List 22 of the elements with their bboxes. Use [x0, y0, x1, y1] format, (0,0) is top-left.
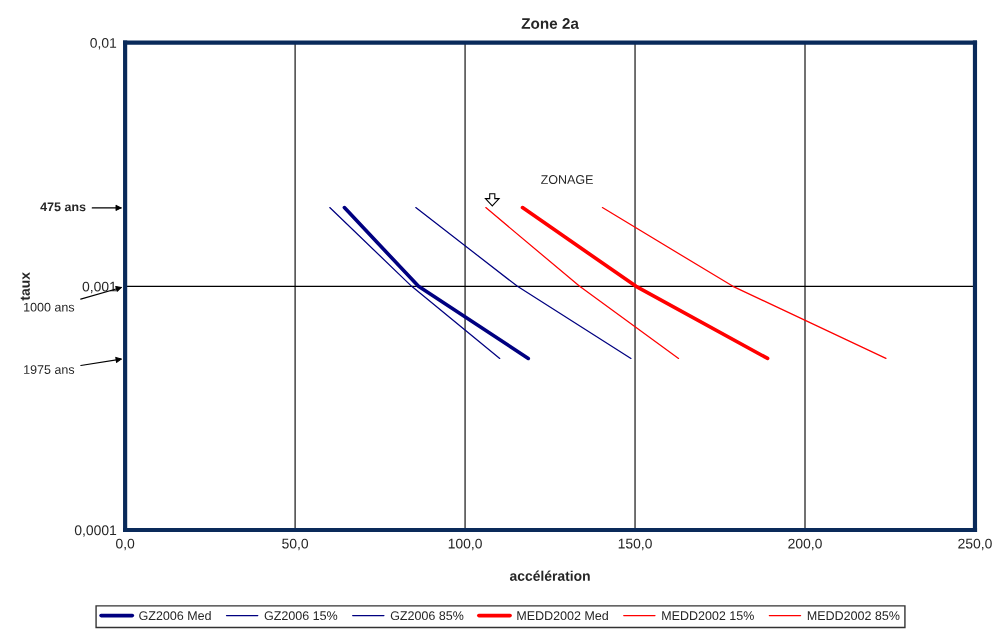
y-axis-title: taux: [20, 272, 30, 301]
legend-label: GZ2006 Med: [139, 610, 211, 621]
x-tick-label: 150,0: [618, 538, 652, 551]
x-tick-label: 200,0: [788, 538, 822, 551]
text: 475 ans: [40, 202, 86, 212]
y-tick-label: 0,0001: [74, 525, 117, 537]
legend-label: MEDD2002 15%: [662, 611, 754, 621]
x-tick-label: 50,0: [282, 538, 309, 551]
chart-title: Zone 2a: [521, 18, 580, 29]
legend-label: MEDD2002 85%: [807, 611, 900, 621]
legend-label: MEDD2002 Med: [517, 610, 608, 621]
legend-label: GZ2006 85%: [390, 611, 464, 621]
x-tick-label: 0,0: [116, 538, 135, 551]
y-tick-label: 0,001: [82, 281, 117, 294]
x-axis-title: accélération: [509, 570, 590, 581]
x-tick-label: 100,0: [448, 538, 482, 551]
y-tick-label: 0,01: [90, 38, 117, 50]
legend-label: GZ2006 15%: [264, 611, 338, 621]
text: 1975 ans: [24, 365, 75, 374]
annotation: ZONAGE: [541, 175, 593, 184]
text: 1000 ans: [24, 302, 75, 312]
x-tick-label: 250,0: [958, 538, 992, 551]
